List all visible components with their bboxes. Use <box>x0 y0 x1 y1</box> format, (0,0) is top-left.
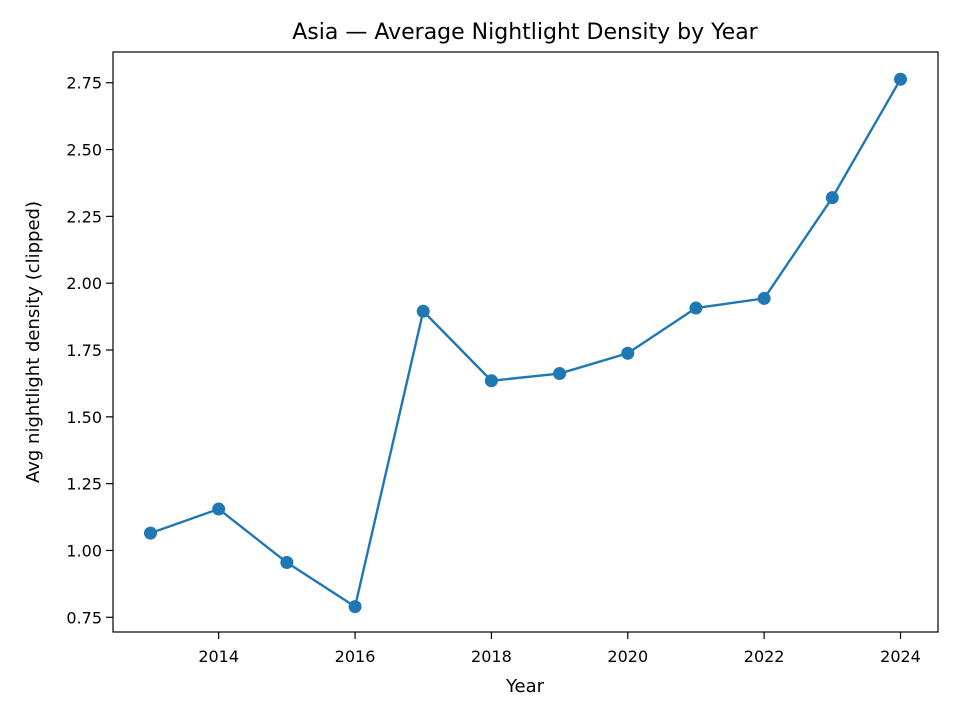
data-point <box>280 556 294 570</box>
data-point <box>348 600 362 614</box>
data-point <box>757 291 771 305</box>
data-point <box>621 346 635 360</box>
data-point <box>212 502 226 516</box>
chart-title: Asia — Average Nightlight Density by Yea… <box>292 20 758 45</box>
plot-frame <box>112 51 939 633</box>
data-point <box>825 191 839 205</box>
x-tick-label: 2016 <box>335 647 376 666</box>
y-tick-label: 1.50 <box>66 408 102 427</box>
data-point <box>416 304 430 318</box>
y-tick-label: 2.25 <box>66 207 102 226</box>
y-tick-label: 0.75 <box>66 608 102 627</box>
series-line <box>150 78 902 608</box>
data-point <box>484 374 498 388</box>
x-tick-label: 2022 <box>744 647 785 666</box>
data-point <box>553 367 567 381</box>
y-tick-label: 2.00 <box>66 274 102 293</box>
x-axis-label: Year <box>505 676 545 697</box>
y-tick-label: 1.00 <box>66 541 102 560</box>
data-point <box>894 72 907 86</box>
x-tick-label: 2024 <box>880 647 921 666</box>
x-tick-label: 2018 <box>471 647 512 666</box>
y-axis-label: Avg nightlight density (clipped) <box>23 201 44 483</box>
y-tick-label: 1.75 <box>66 341 102 360</box>
x-axis: 2014 2016 2018 2020 2022 2024 <box>198 632 921 666</box>
y-tick-label: 2.50 <box>66 141 102 160</box>
x-tick-label: 2020 <box>607 647 648 666</box>
plot-series <box>144 72 907 614</box>
y-tick-label: 2.75 <box>66 74 102 93</box>
y-tick-label: 1.25 <box>66 475 102 494</box>
x-tick-label: 2014 <box>198 647 239 666</box>
y-axis: 0.75 1.00 1.25 1.50 1.75 2.00 2.25 2.50 2.75 <box>66 74 113 627</box>
data-point <box>689 301 703 315</box>
data-point <box>144 526 157 540</box>
